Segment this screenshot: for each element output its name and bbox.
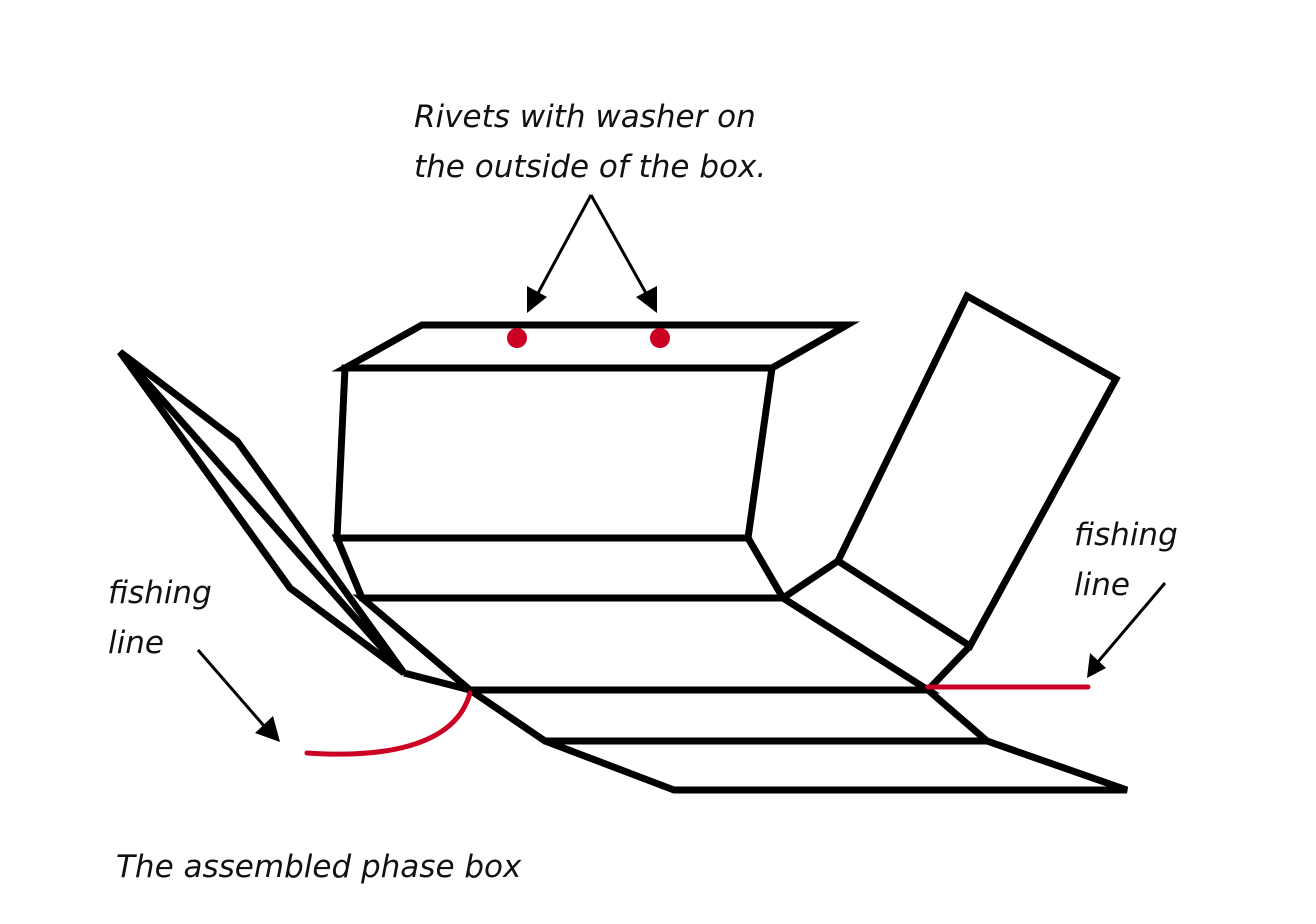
arrowhead-right-fishing: [1087, 653, 1106, 678]
arrowhead-left-rivet: [527, 286, 547, 313]
box-front-flap-outer: [543, 737, 1129, 794]
rivet-right: [650, 328, 670, 348]
fishing-line-left-annotation-line-2: line: [108, 625, 164, 661]
box-right-flap-joint: [925, 643, 973, 693]
box-back-base-strip: [331, 534, 790, 602]
box-top-flap: [331, 321, 861, 372]
rivet-left: [507, 328, 527, 348]
rivet-arrows: [527, 194, 657, 313]
fishing-line-left-annotation: fishing line: [108, 568, 212, 668]
box-left-flap-fold: [117, 349, 407, 676]
box-left-flap-joint: [403, 669, 471, 694]
arrowhead-left-fishing: [255, 716, 280, 742]
arrowhead-right-rivet: [636, 286, 657, 313]
rivets-annotation: Rivets with washer on the outside of the…: [414, 92, 766, 192]
diagram-caption: The assembled phase box: [116, 849, 522, 885]
fishing-line-right-annotation-line-2: line: [1074, 567, 1130, 603]
fishing-line-right-arrow: [1087, 582, 1167, 678]
rivets-annotation-line-2: the outside of the box.: [414, 149, 767, 185]
box-right-flap-base: [781, 558, 840, 601]
fishing-line-left: [304, 690, 473, 757]
box-back-wall: [333, 364, 777, 542]
rivets-annotation-line-1: Rivets with washer on: [414, 99, 756, 135]
fishing-line-left-annotation-line-1: fishing: [108, 575, 212, 611]
box-base: [352, 594, 941, 694]
box-front-flap-inner: [458, 686, 997, 745]
fishing-line-right-annotation: fishing line: [1074, 510, 1178, 610]
fishing-line-right-annotation-line-1: fishing: [1074, 517, 1178, 553]
fishing-line-left-arrow: [196, 649, 280, 742]
